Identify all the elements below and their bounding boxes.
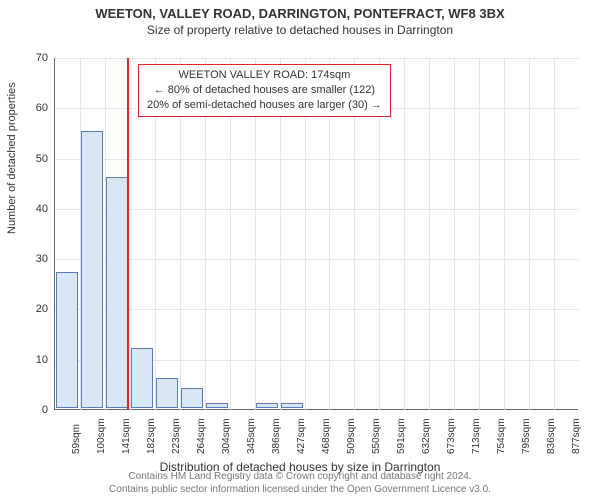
bar (206, 403, 228, 408)
info-box-line: 20% of semi-detached houses are larger (… (147, 98, 382, 113)
gridline-h (55, 58, 579, 59)
x-tick-label: 550sqm (371, 418, 382, 454)
x-tick-label: 509sqm (346, 418, 357, 454)
x-tick-label: 632sqm (421, 418, 432, 454)
x-tick-label: 59sqm (71, 424, 82, 454)
y-tick-label: 0 (24, 404, 48, 416)
bar (106, 177, 128, 408)
x-tick-label: 141sqm (121, 418, 132, 454)
x-tick-label: 713sqm (471, 418, 482, 454)
attribution: Contains HM Land Registry data © Crown c… (0, 470, 600, 496)
gridline-v (529, 58, 530, 410)
x-tick-label: 877sqm (571, 418, 582, 454)
gridline-v (429, 58, 430, 410)
x-tick-label: 264sqm (196, 418, 207, 454)
bar (156, 378, 178, 408)
gridline-v (554, 58, 555, 410)
gridline-h (55, 309, 579, 310)
x-tick-label: 427sqm (296, 418, 307, 454)
x-tick-label: 591sqm (396, 418, 407, 454)
x-tick-label: 100sqm (96, 418, 107, 454)
gridline-h (55, 259, 579, 260)
gridline-v (479, 58, 480, 410)
plot-wrap: 01020304050607059sqm100sqm141sqm182sqm22… (54, 58, 578, 410)
y-tick-label: 50 (24, 153, 48, 165)
gridline-h (55, 159, 579, 160)
x-tick-label: 182sqm (146, 418, 157, 454)
bar (181, 388, 203, 408)
gridline-v (504, 58, 505, 410)
chart-page: WEETON, VALLEY ROAD, DARRINGTON, PONTEFR… (0, 0, 600, 500)
gridline-v (404, 58, 405, 410)
y-tick-label: 20 (24, 303, 48, 315)
x-tick-label: 836sqm (546, 418, 557, 454)
x-tick-label: 304sqm (221, 418, 232, 454)
y-tick-label: 30 (24, 253, 48, 265)
bar (281, 403, 303, 408)
x-tick-label: 386sqm (271, 418, 282, 454)
bar (81, 131, 103, 408)
y-axis-title: Number of detached properties (6, 82, 18, 234)
attribution-line-2: Contains public sector information licen… (0, 483, 600, 496)
bar (256, 403, 278, 408)
y-tick-label: 60 (24, 102, 48, 114)
gridline-h (55, 209, 579, 210)
y-tick-label: 10 (24, 354, 48, 366)
page-title: WEETON, VALLEY ROAD, DARRINGTON, PONTEFR… (0, 0, 600, 21)
gridline-v (454, 58, 455, 410)
x-tick-label: 673sqm (446, 418, 457, 454)
x-tick-label: 223sqm (171, 418, 182, 454)
bar (131, 348, 153, 408)
info-box-line: WEETON VALLEY ROAD: 174sqm (147, 68, 382, 83)
y-tick-label: 70 (24, 52, 48, 64)
y-tick-label: 40 (24, 203, 48, 215)
x-tick-label: 795sqm (521, 418, 532, 454)
info-box-line: ← 80% of detached houses are smaller (12… (147, 83, 382, 98)
reference-line (127, 58, 129, 410)
bar (56, 272, 78, 408)
page-subtitle: Size of property relative to detached ho… (0, 21, 600, 37)
x-tick-label: 468sqm (321, 418, 332, 454)
x-tick-label: 754sqm (496, 418, 507, 454)
info-box: WEETON VALLEY ROAD: 174sqm← 80% of detac… (138, 64, 391, 117)
attribution-line-1: Contains HM Land Registry data © Crown c… (0, 470, 600, 483)
x-tick-label: 345sqm (246, 418, 257, 454)
